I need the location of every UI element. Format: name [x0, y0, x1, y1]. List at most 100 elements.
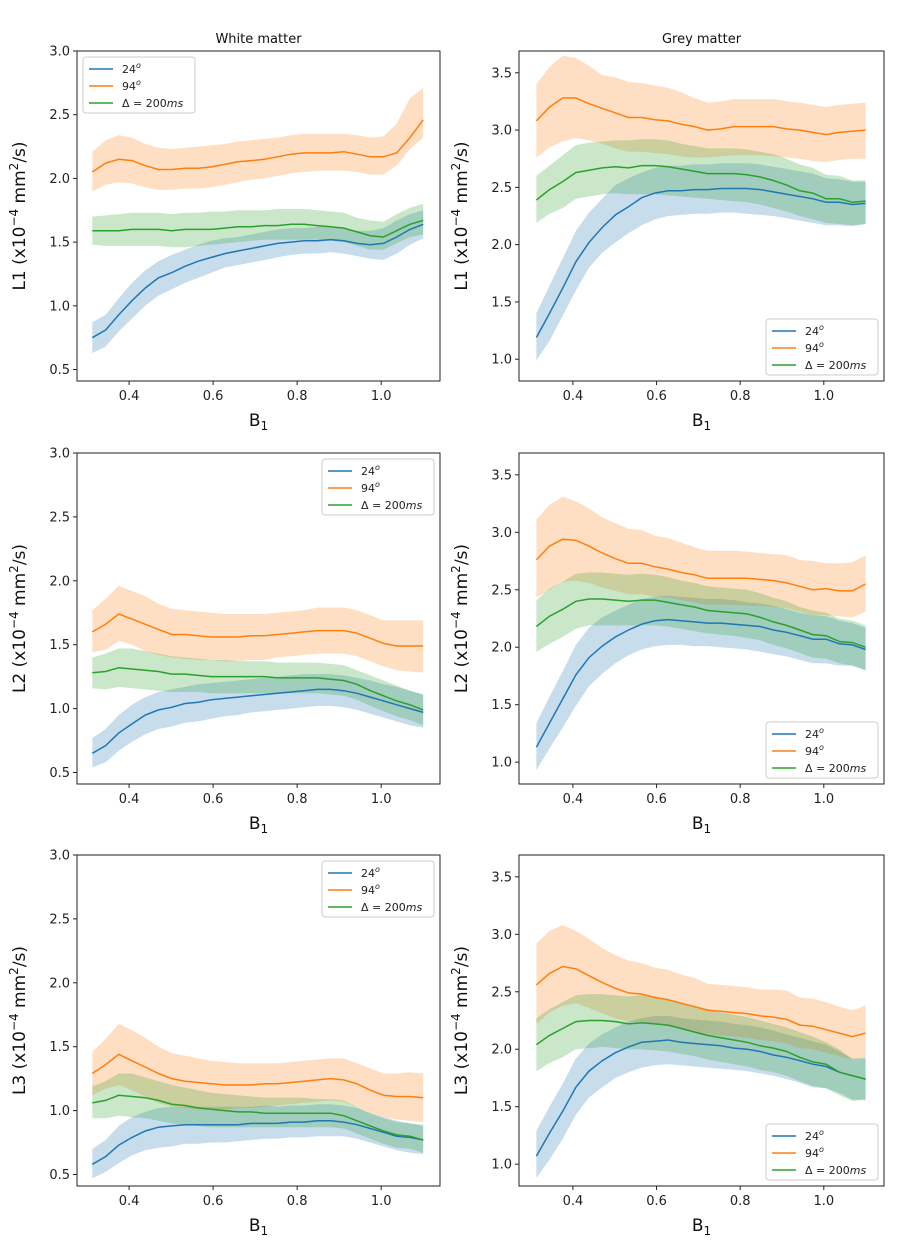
x-tick-label: 0.6 [646, 389, 667, 404]
series-line-24 [91, 223, 424, 339]
legend-label: 24o [805, 726, 824, 741]
series-line-94 [91, 119, 424, 173]
legend: 24o 94o Δ = 200ms [765, 318, 879, 376]
x-tick-label: 0.8 [730, 389, 751, 404]
plot-area [535, 496, 866, 771]
y-axis-label: L2 (x10−4 mm2/s) [449, 544, 472, 693]
axes-frame [76, 50, 441, 382]
y-tick-label: 2.0 [491, 641, 512, 656]
panel-2: 0.4 0.6 0.8 1.0 1.0 1.5 2.0 2.5 3.0 3.5 B1 L1 (x10−… [449, 32, 885, 433]
x-axis-label: B1 [249, 1216, 268, 1238]
plot-area [535, 925, 866, 1178]
confidence-band-24 [536, 595, 866, 771]
x-tick-label: 0.4 [119, 389, 140, 404]
axes-frame [518, 452, 885, 785]
series-line-94 [535, 538, 866, 592]
y-tick-label: 2.5 [491, 583, 512, 598]
confidence-band-94 [92, 585, 424, 673]
y-tick-label: 1.5 [49, 236, 70, 251]
axes-frame [76, 452, 441, 785]
legend-box [765, 318, 879, 376]
x-tick-label: 0.6 [203, 1194, 224, 1209]
y-tick-label: 1.0 [491, 353, 512, 368]
x-axis-label: B1 [249, 411, 268, 433]
legend-label: 94o [805, 743, 824, 758]
y-tick-label: 3.0 [49, 45, 70, 60]
series-line-24 [535, 618, 866, 748]
panel-6: 0.4 0.6 0.8 1.0 1.0 1.5 2.0 2.5 3.0 3.5 B1 L3 (x10−… [449, 854, 885, 1238]
plot-area [535, 55, 866, 361]
y-tick-label: 3.5 [491, 468, 512, 483]
confidence-band-94 [536, 496, 866, 618]
series-line-94 [91, 1053, 424, 1099]
y-tick-label: 2.5 [491, 181, 512, 196]
series-line-200 [92, 666, 424, 711]
x-axis-label: B1 [249, 814, 268, 836]
y-tick-label: 1.0 [49, 299, 70, 314]
confidence-band-200 [92, 648, 424, 726]
panel-5: 0.4 0.6 0.8 1.0 0.5 1.0 1.5 2.0 2.5 3.0 B1 L3 (x10−… [7, 849, 441, 1238]
legend-label: 24o [122, 61, 141, 76]
legend-label: Δ = 200ms [361, 901, 422, 914]
legend-box [82, 56, 196, 114]
y-tick-label: 3.0 [491, 526, 512, 541]
y-tick-label: 1.0 [49, 1104, 70, 1119]
x-tick-label: 1.0 [371, 389, 392, 404]
x-tick-label: 0.8 [287, 1194, 308, 1209]
y-tick-label: 1.5 [491, 698, 512, 713]
series-line-200 [92, 219, 424, 238]
plot-area [91, 87, 424, 353]
y-tick-label: 2.0 [491, 238, 512, 253]
y-tick-label: 3.0 [491, 124, 512, 139]
series-line-200 [92, 1094, 424, 1141]
axes-frame [518, 854, 885, 1187]
y-tick-label: 1.5 [49, 638, 70, 653]
legend-label: 24o [361, 463, 380, 478]
series-line-94 [535, 97, 866, 136]
x-tick-label: 0.4 [119, 792, 140, 807]
series-line-24 [91, 688, 424, 754]
legend-label: 94o [361, 882, 380, 897]
x-tick-label: 1.0 [813, 1194, 834, 1209]
plot-area [91, 585, 424, 768]
confidence-band-200 [536, 139, 866, 226]
panel-1: 0.4 0.6 0.8 1.0 0.5 1.0 1.5 2.0 2.5 3.0 B1 L1 (x10−… [7, 32, 441, 433]
legend-label: Δ = 200ms [361, 499, 422, 512]
y-tick-label: 0.5 [49, 766, 70, 781]
y-tick-label: 3.0 [491, 928, 512, 943]
legend: 24o 94o Δ = 200ms [765, 1123, 879, 1181]
series-line-24 [535, 1039, 866, 1157]
legend-label: 24o [805, 323, 824, 338]
panel-3: 0.4 0.6 0.8 1.0 0.5 1.0 1.5 2.0 2.5 3.0 B1 L2 (x10−… [7, 447, 441, 836]
legend-label: 94o [805, 1145, 824, 1160]
x-tick-label: 0.8 [730, 792, 751, 807]
series-line-94 [535, 965, 866, 1038]
legend-label: Δ = 200ms [805, 1164, 866, 1177]
y-tick-label: 2.0 [49, 172, 70, 187]
series-line-94 [91, 613, 424, 647]
confidence-band-24 [92, 674, 424, 768]
x-axis-label: B1 [692, 814, 711, 836]
legend-label: 24o [805, 1128, 824, 1143]
legend-label: 94o [122, 78, 141, 93]
y-axis-label: L2 (x10−4 mm2/s) [7, 544, 30, 693]
legend-box [765, 1123, 879, 1181]
y-tick-label: 2.0 [49, 976, 70, 991]
x-tick-label: 0.8 [730, 1194, 751, 1209]
y-axis-label: L3 (x10−4 mm2/s) [449, 946, 472, 1095]
legend-label: 94o [805, 340, 824, 355]
y-tick-label: 2.5 [49, 108, 70, 123]
legend-label: 24o [361, 865, 380, 880]
x-tick-label: 0.4 [119, 1194, 140, 1209]
y-tick-label: 0.5 [49, 1168, 70, 1183]
x-tick-label: 0.8 [287, 792, 308, 807]
panel-title: White matter [215, 32, 302, 47]
panel-4: 0.4 0.6 0.8 1.0 1.0 1.5 2.0 2.5 3.0 3.5 B1 L2 (x10−… [449, 452, 885, 836]
y-tick-label: 2.5 [491, 985, 512, 1000]
y-tick-label: 1.0 [491, 1158, 512, 1173]
legend-box [765, 721, 879, 779]
y-axis-label: L1 (x10−4 mm2/s) [449, 141, 472, 290]
confidence-band-94 [536, 925, 866, 1060]
y-tick-label: 1.5 [49, 1040, 70, 1055]
